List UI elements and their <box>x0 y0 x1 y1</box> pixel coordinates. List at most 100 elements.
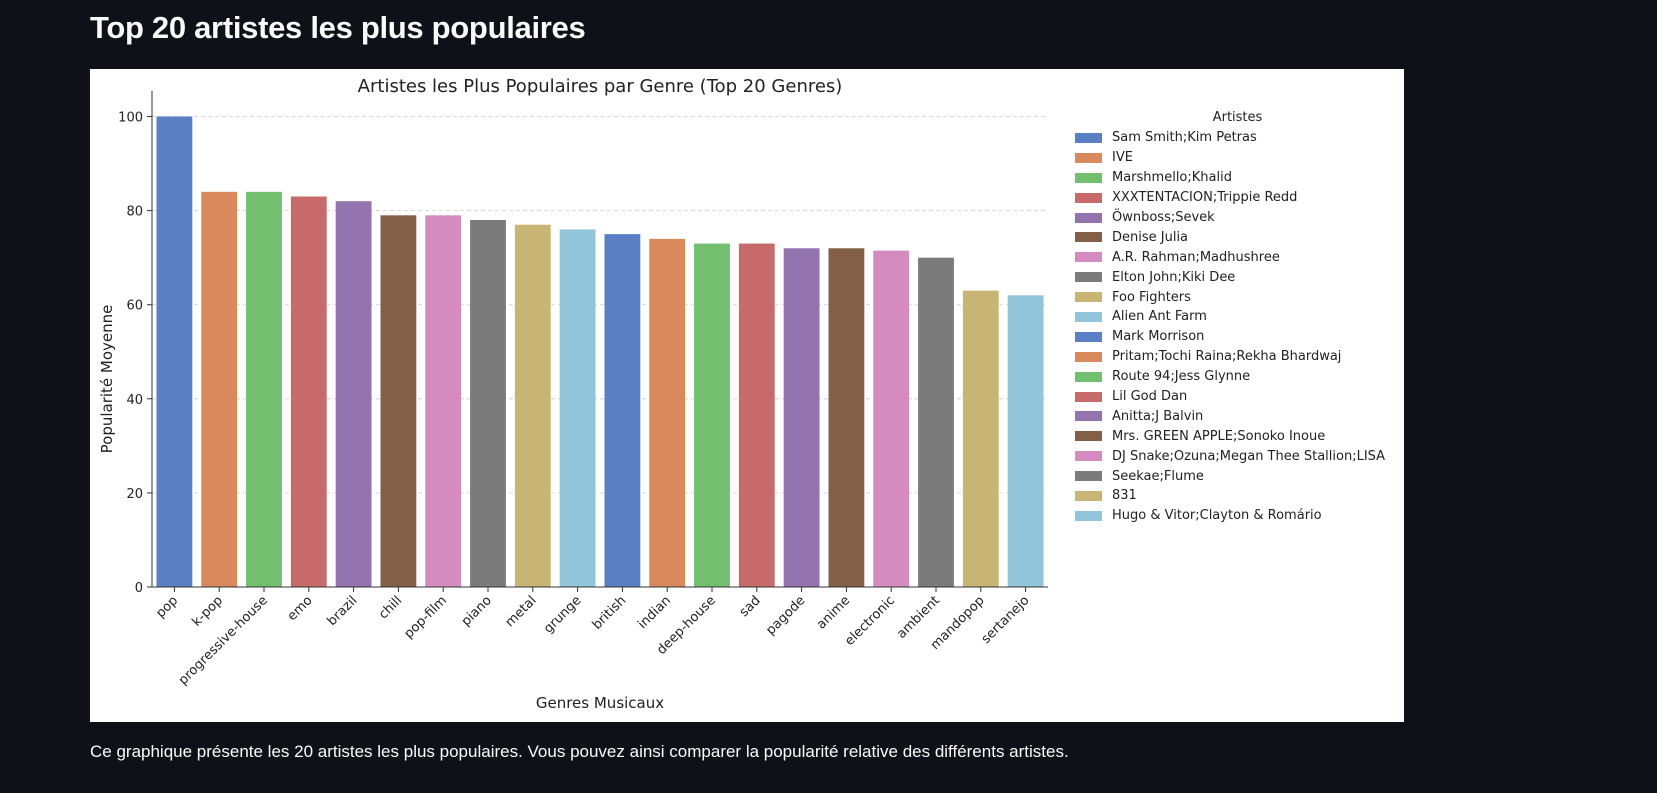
legend-label: Elton John;Kiki Dee <box>1112 269 1236 285</box>
chart-title: Artistes les Plus Populaires par Genre (… <box>358 76 843 97</box>
legend-label: Foo Fighters <box>1112 289 1191 305</box>
bar-metal <box>514 224 551 587</box>
bar-chill <box>380 215 417 588</box>
legend: Artistes Sam Smith;Kim Petras IVE Marshmel… <box>1075 109 1400 526</box>
bar-british <box>604 234 641 587</box>
legend-item: Elton John;Kiki Dee <box>1075 267 1400 287</box>
x-tick-label: grunge <box>541 593 584 636</box>
bar-deep-house <box>694 243 730 588</box>
legend-item: Route 94;Jess Glynne <box>1075 367 1400 387</box>
legend-label: Pritam;Tochi Raina;Rekha Bhardwaj <box>1112 349 1342 365</box>
x-tick-label: chill <box>376 593 405 622</box>
x-tick-label: k-pop <box>189 593 226 630</box>
y-tick-label: 100 <box>118 111 143 126</box>
legend-item: Öwnboss;Sevek <box>1075 208 1400 228</box>
legend-item: Denise Julia <box>1075 227 1400 247</box>
legend-swatch <box>1075 311 1102 322</box>
bar-progressive-house <box>246 191 282 588</box>
bar-grunge <box>559 229 596 587</box>
legend-item: Lil God Dan <box>1075 387 1400 407</box>
legend-label: Mark Morrison <box>1112 329 1205 345</box>
x-tick-label: piano <box>459 593 495 629</box>
legend-item: Mark Morrison <box>1075 327 1400 347</box>
y-tick-label: 80 <box>126 205 143 220</box>
legend-item: Mrs. GREEN APPLE;Sonoko Inoue <box>1075 426 1400 446</box>
legend-swatch <box>1075 132 1102 143</box>
bar-pop-film <box>425 215 462 588</box>
legend-swatch <box>1075 331 1102 342</box>
bar-brazil <box>335 201 372 587</box>
bar-emo <box>290 196 327 587</box>
bar-chart: Artistes les Plus Populaires par Genre (… <box>98 76 1048 712</box>
bar-mandopop <box>962 290 999 587</box>
legend-swatch <box>1075 391 1102 402</box>
legend-swatch <box>1075 292 1102 303</box>
legend-swatch <box>1075 272 1102 283</box>
x-tick-label: sad <box>737 593 764 620</box>
legend-item: Marshmello;Khalid <box>1075 168 1400 188</box>
legend-label: 831 <box>1112 488 1137 504</box>
legend-item: Pritam;Tochi Raina;Rekha Bhardwaj <box>1075 347 1400 367</box>
legend-item: Alien Ant Farm <box>1075 307 1400 327</box>
legend-label: Sam Smith;Kim Petras <box>1112 130 1257 146</box>
bar-k-pop <box>201 191 238 588</box>
legend-swatch <box>1075 371 1102 382</box>
legend-swatch <box>1075 451 1102 462</box>
x-axis-label: Genres Musicaux <box>536 694 664 712</box>
x-tick-label: anime <box>814 593 853 632</box>
y-axis-label: Popularité Moyenne <box>98 305 116 454</box>
legend-label: Denise Julia <box>1112 229 1189 245</box>
x-tick-label: indian <box>635 593 674 632</box>
x-tick-label: sertanejo <box>979 593 1033 647</box>
legend-label: A.R. Rahman;Madhushree <box>1112 249 1280 265</box>
legend-item: Anitta;J Balvin <box>1075 406 1400 426</box>
legend-label: Hugo & Vitor;Clayton & Romário <box>1112 508 1322 524</box>
legend-swatch <box>1075 252 1102 263</box>
legend-label: IVE <box>1112 150 1133 166</box>
legend-item: Sam Smith;Kim Petras <box>1075 128 1400 148</box>
y-tick-label: 40 <box>126 393 143 408</box>
legend-swatch <box>1075 172 1102 183</box>
legend-label: XXXTENTACION;Trippie Redd <box>1112 190 1298 206</box>
y-tick-label: 0 <box>135 581 143 596</box>
bar-indian <box>649 238 686 587</box>
x-tick-label: progressive-house <box>176 593 271 688</box>
legend-swatch <box>1075 232 1102 243</box>
legend-label: Öwnboss;Sevek <box>1112 210 1215 225</box>
legend-swatch <box>1075 490 1102 501</box>
legend-label: Alien Ant Farm <box>1112 309 1207 325</box>
x-tick-label: brazil <box>325 593 361 629</box>
legend-swatch <box>1075 152 1102 163</box>
bar-piano <box>470 220 506 587</box>
page-title: Top 20 artistes les plus populaires <box>90 10 586 45</box>
bar-anime <box>828 248 865 587</box>
bar-ambient <box>918 257 954 587</box>
legend-item: Hugo & Vitor;Clayton & Romário <box>1075 506 1400 526</box>
legend-title: Artistes <box>1212 110 1263 125</box>
legend-label: DJ Snake;Ozuna;Megan Thee Stallion;LISA <box>1112 448 1386 464</box>
legend-swatch <box>1075 510 1102 521</box>
legend-item: IVE <box>1075 148 1400 168</box>
chart-figure: Artistes les Plus Populaires par Genre (… <box>90 69 1404 722</box>
legend-swatch <box>1075 431 1102 442</box>
chart-caption: Ce graphique présente les 20 artistes le… <box>90 742 1069 761</box>
legend-item: 831 <box>1075 486 1400 506</box>
x-tick-label: emo <box>285 593 316 624</box>
bar-pagode <box>783 248 820 587</box>
legend-item: A.R. Rahman;Madhushree <box>1075 247 1400 267</box>
legend-label: Lil God Dan <box>1112 389 1188 405</box>
legend-item: Foo Fighters <box>1075 287 1400 307</box>
legend-swatch <box>1075 471 1102 482</box>
y-tick-label: 20 <box>126 487 143 502</box>
legend-label: Seekae;Flume <box>1112 468 1204 484</box>
legend-label: Anitta;J Balvin <box>1112 408 1204 424</box>
legend-swatch <box>1075 351 1102 362</box>
bar-sad <box>738 243 775 588</box>
legend-swatch <box>1075 212 1102 223</box>
legend-swatch <box>1075 411 1102 422</box>
bar-sertanejo <box>1007 295 1044 587</box>
x-tick-label: pop-film <box>402 593 451 642</box>
legend-item: XXXTENTACION;Trippie Redd <box>1075 188 1400 208</box>
legend-item: DJ Snake;Ozuna;Megan Thee Stallion;LISA <box>1075 446 1400 466</box>
legend-item: Seekae;Flume <box>1075 466 1400 486</box>
